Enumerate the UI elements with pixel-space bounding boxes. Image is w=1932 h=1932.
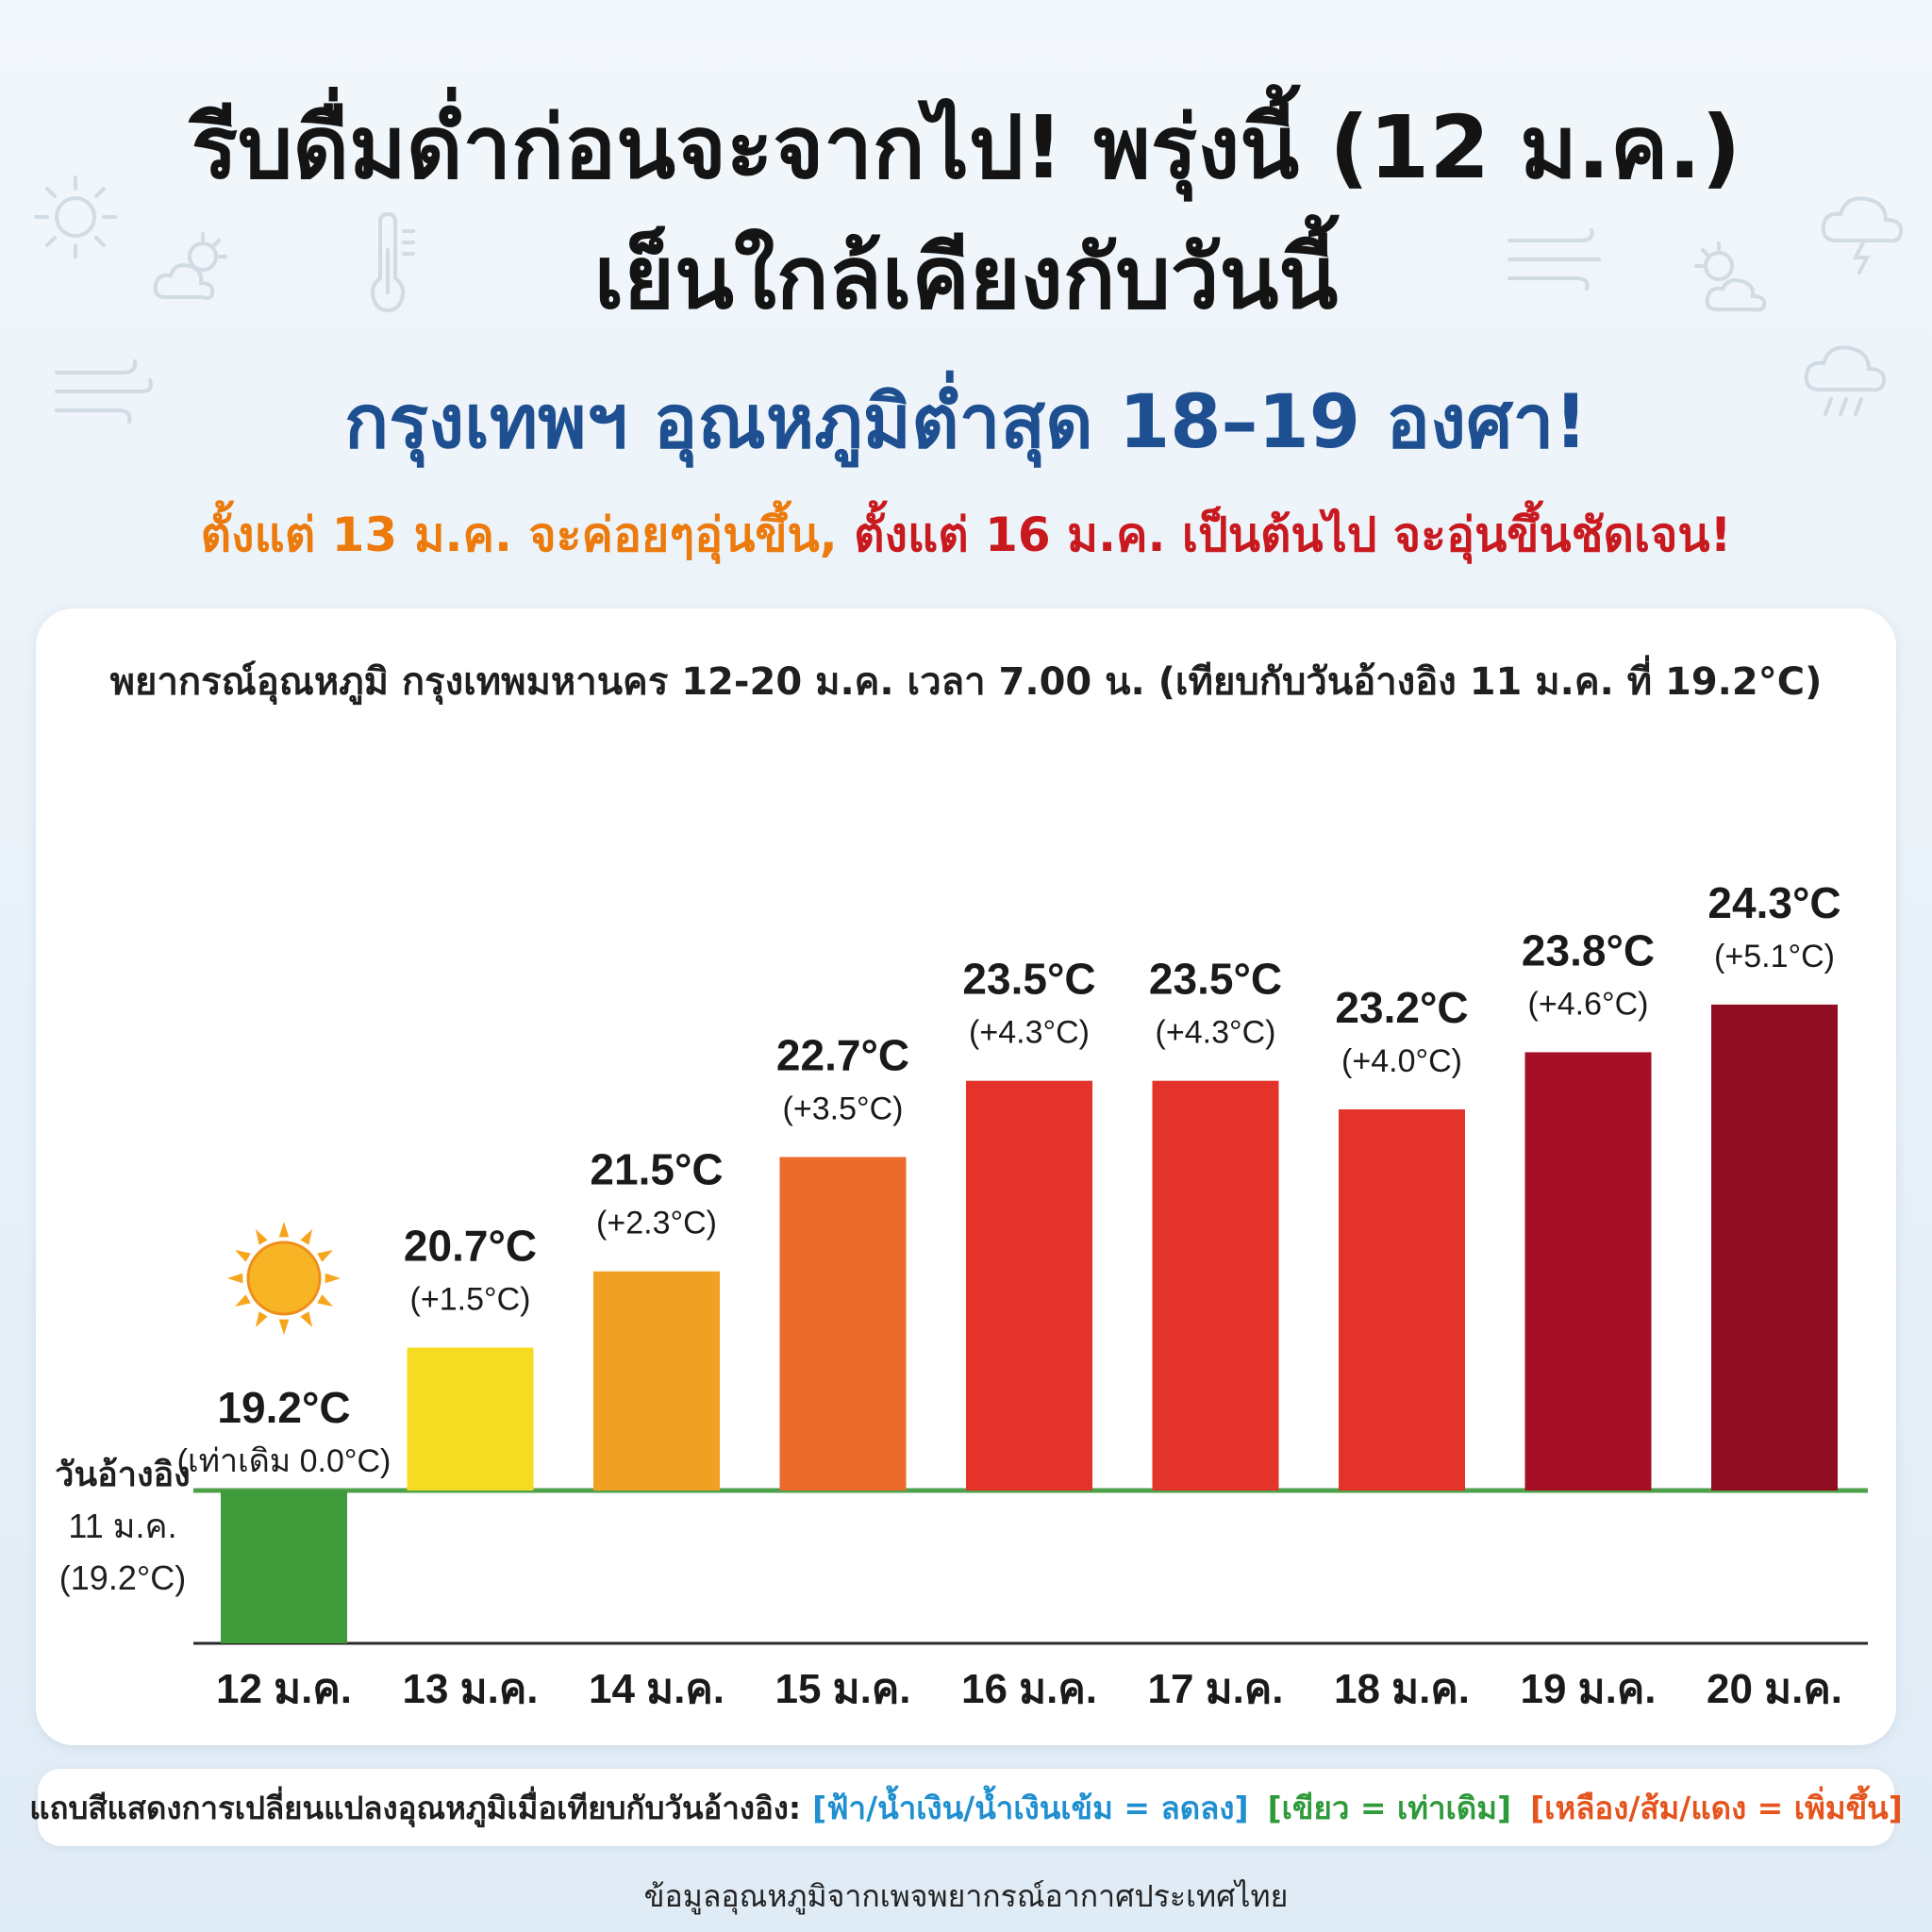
bar <box>407 1347 534 1491</box>
chart-title: พยากรณ์อุณหภูมิ กรุงเทพมหานคร 12-20 ม.ค.… <box>109 660 1823 704</box>
storm-cloud-icon <box>1821 196 1904 275</box>
partly-cloudy-icon <box>153 232 227 300</box>
data-label: 21.5°C <box>590 1145 723 1194</box>
x-tick-label: 15 ม.ค. <box>774 1666 910 1712</box>
sun-ray <box>325 1273 341 1284</box>
data-label: 20.7°C <box>404 1222 537 1271</box>
headline-line-1: รีบดื่มด่ำก่อนจะจากไป! พรุ่งนี้ (12 ม.ค.… <box>191 97 1741 198</box>
change-label: (+2.3°C) <box>596 1206 717 1241</box>
bar <box>221 1491 347 1643</box>
rain-cloud-icon <box>1804 345 1887 416</box>
reference-label: (19.2°C) <box>59 1558 186 1597</box>
sun-ray <box>317 1294 333 1307</box>
sun-ray <box>300 1311 312 1327</box>
change-label: (เท่าเดิม 0.0°C) <box>177 1443 391 1479</box>
data-label: 23.8°C <box>1522 925 1655 974</box>
data-label: 19.2°C <box>217 1383 350 1432</box>
x-tick-label: 17 ม.ค. <box>1147 1666 1283 1712</box>
sun-ray <box>317 1250 333 1262</box>
bar <box>593 1271 720 1491</box>
bar <box>1339 1109 1465 1491</box>
change-label: (+4.0°C) <box>1341 1043 1462 1079</box>
data-label: 23.2°C <box>1335 983 1468 1032</box>
x-tick-label: 13 ม.ค. <box>402 1666 538 1712</box>
bar <box>1711 1004 1838 1491</box>
sun-ray <box>227 1273 243 1284</box>
data-label: 24.3°C <box>1707 878 1840 927</box>
legend-cool: [ฟ้า/น้ำเงิน/น้ำเงินเข้ม = ลดลง] <box>812 1789 1249 1826</box>
x-tick-label: 19 ม.ค. <box>1520 1666 1656 1712</box>
change-label: (+4.3°C) <box>969 1015 1090 1051</box>
bar <box>1524 1052 1652 1491</box>
x-tick-label: 20 ม.ค. <box>1707 1666 1842 1712</box>
change-label: (+3.5°C) <box>783 1091 904 1127</box>
sun-icon <box>246 1241 322 1316</box>
reference-label: วันอ้างอิง <box>55 1455 190 1493</box>
x-tick-label: 14 ม.ค. <box>589 1666 724 1712</box>
color-legend: แถบสีแสดงการเปลี่ยนแปลงอุณหภูมิเมื่อเทีย… <box>29 1769 1903 1846</box>
data-label: 23.5°C <box>962 955 1095 1004</box>
x-tick-label: 18 ม.ค. <box>1334 1666 1470 1712</box>
sun-ray <box>256 1311 268 1327</box>
legend-same: [เขียว = เท่าเดิม] <box>1267 1789 1512 1826</box>
change-label: (+4.3°C) <box>1156 1015 1276 1051</box>
wind-icon <box>55 359 153 424</box>
source-note: ข้อมูลอุณหภูมิจากเพจพยากรณ์อากาศประเทศไท… <box>643 1878 1289 1914</box>
sun-icon <box>34 175 117 258</box>
subheadline: ตั้งแต่ 13 ม.ค. จะค่อยๆอุ่นขึ้น, ตั้งแต่… <box>0 498 1932 573</box>
headline-line-2: เย็นใกล้เคียงกับวันนี้ <box>593 227 1339 328</box>
thermometer-icon <box>370 212 415 313</box>
data-label: 23.5°C <box>1149 955 1282 1004</box>
partly-cloudy-icon <box>1694 242 1767 312</box>
bar <box>779 1157 907 1491</box>
x-tick-label: 16 ม.ค. <box>961 1666 1097 1712</box>
bar <box>966 1080 1092 1491</box>
headline-line-3: กรุงเทพฯ อุณหภูมิต่ำสุด 18–19 องศา! <box>343 380 1589 465</box>
change-label: (+4.6°C) <box>1528 986 1649 1022</box>
sun-ray <box>278 1222 290 1238</box>
data-label: 22.7°C <box>776 1031 909 1080</box>
change-label: (+1.5°C) <box>410 1282 531 1318</box>
legend-warm: [เหลือง/ส้ม/แดง = เพิ่มขึ้น] <box>1530 1789 1903 1826</box>
sun-ray <box>300 1229 312 1245</box>
subheadline-part-1: ตั้งแต่ 13 ม.ค. จะค่อยๆอุ่นขึ้น, <box>200 508 838 562</box>
bar <box>1152 1080 1279 1491</box>
legend-label: แถบสีแสดงการเปลี่ยนแปลงอุณหภูมิเมื่อเทีย… <box>29 1789 802 1826</box>
sun-ray <box>278 1319 290 1335</box>
reference-label: 11 ม.ค. <box>68 1507 176 1545</box>
wind-icon <box>1507 228 1601 291</box>
x-tick-label: 12 ม.ค. <box>216 1666 352 1712</box>
subheadline-part-2: ตั้งแต่ 16 ม.ค. เป็นต้นไป จะอุ่นขึ้นชัดเ… <box>854 508 1732 562</box>
sun-ray <box>256 1229 268 1245</box>
sun-ray <box>235 1294 251 1307</box>
sun-ray <box>235 1250 251 1262</box>
change-label: (+5.1°C) <box>1714 939 1835 974</box>
bar-chart: วันอ้างอิง 11 ม.ค. (19.2°C) 19.2°C (เท่าเดิม… <box>55 878 1868 1712</box>
